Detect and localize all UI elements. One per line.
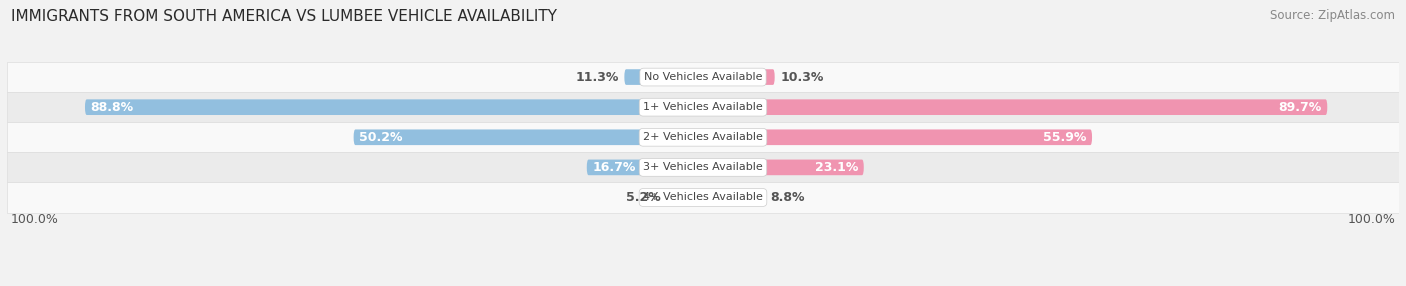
- Text: 23.1%: 23.1%: [815, 161, 858, 174]
- Text: 1+ Vehicles Available: 1+ Vehicles Available: [643, 102, 763, 112]
- Text: 10.3%: 10.3%: [780, 71, 824, 84]
- Text: 3+ Vehicles Available: 3+ Vehicles Available: [643, 162, 763, 172]
- Text: 100.0%: 100.0%: [10, 213, 59, 226]
- FancyBboxPatch shape: [84, 99, 703, 115]
- Text: 16.7%: 16.7%: [592, 161, 636, 174]
- FancyBboxPatch shape: [703, 130, 1092, 145]
- Text: 100.0%: 100.0%: [1347, 213, 1396, 226]
- FancyBboxPatch shape: [354, 130, 703, 145]
- Text: No Vehicles Available: No Vehicles Available: [644, 72, 762, 82]
- Text: 2+ Vehicles Available: 2+ Vehicles Available: [643, 132, 763, 142]
- Text: IMMIGRANTS FROM SOUTH AMERICA VS LUMBEE VEHICLE AVAILABILITY: IMMIGRANTS FROM SOUTH AMERICA VS LUMBEE …: [11, 9, 557, 23]
- FancyBboxPatch shape: [703, 190, 765, 205]
- Text: 89.7%: 89.7%: [1278, 101, 1322, 114]
- FancyBboxPatch shape: [7, 122, 1399, 152]
- Text: 8.8%: 8.8%: [770, 191, 804, 204]
- FancyBboxPatch shape: [7, 182, 1399, 212]
- FancyBboxPatch shape: [666, 190, 703, 205]
- FancyBboxPatch shape: [703, 69, 775, 85]
- FancyBboxPatch shape: [7, 152, 1399, 182]
- FancyBboxPatch shape: [703, 99, 1327, 115]
- Text: 5.2%: 5.2%: [627, 191, 661, 204]
- FancyBboxPatch shape: [7, 92, 1399, 122]
- Text: 55.9%: 55.9%: [1043, 131, 1087, 144]
- Text: 11.3%: 11.3%: [575, 71, 619, 84]
- Text: Source: ZipAtlas.com: Source: ZipAtlas.com: [1270, 9, 1395, 21]
- Text: 50.2%: 50.2%: [359, 131, 402, 144]
- FancyBboxPatch shape: [7, 62, 1399, 92]
- FancyBboxPatch shape: [703, 160, 863, 175]
- Text: 88.8%: 88.8%: [90, 101, 134, 114]
- Text: 4+ Vehicles Available: 4+ Vehicles Available: [643, 192, 763, 202]
- FancyBboxPatch shape: [624, 69, 703, 85]
- FancyBboxPatch shape: [586, 160, 703, 175]
